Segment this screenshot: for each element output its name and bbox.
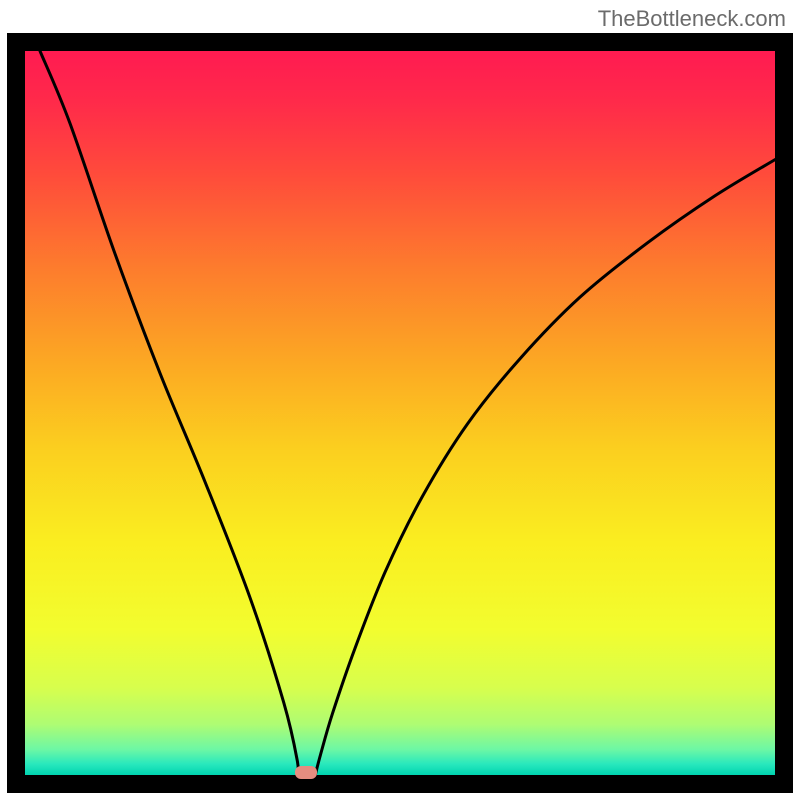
gradient-background [25, 51, 775, 775]
root-container: { "canvas": { "width": 800, "height": 80… [0, 0, 800, 800]
chart-svg [7, 33, 793, 793]
watermark-text: TheBottleneck.com [598, 6, 786, 32]
bottleneck-chart [7, 33, 793, 793]
optimum-marker [295, 766, 317, 779]
